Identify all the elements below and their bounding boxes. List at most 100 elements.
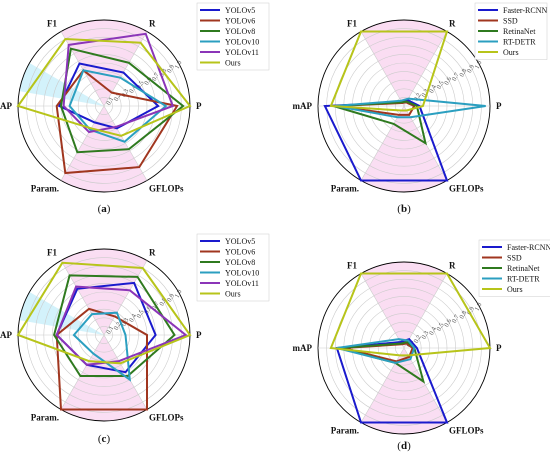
caption-close-paren: ) (407, 203, 411, 215)
tick-label: 0.4 (428, 83, 438, 94)
axis-label-param: Param. (31, 412, 59, 422)
tick-label: 0.4 (428, 325, 438, 336)
tick-label: 1.0 (474, 60, 484, 70)
grid-spoke (403, 273, 448, 349)
tick-label: 0.9 (466, 64, 476, 74)
radar-panel-c: 0.10.20.30.40.50.60.70.80.91.0RPGFLOPsPa… (0, 233, 270, 445)
axis-label-p: P (196, 101, 202, 111)
series-line-yolov11 (55, 285, 188, 366)
axis-label-param: Param. (331, 183, 359, 193)
legend-label-faster-rcnn: Faster-RCNN (507, 243, 550, 252)
grid-spoke (403, 31, 448, 107)
series-line-yolov10 (68, 69, 168, 143)
tick-label: 0.6 (143, 304, 153, 315)
tick-label: 0.5 (436, 322, 446, 332)
series-line-yolov8 (53, 274, 176, 377)
grid-spoke (103, 260, 148, 336)
caption-open-paren: ( (397, 203, 401, 215)
tick-label: 0.3 (120, 88, 130, 98)
legend-label-yolov10: YOLOv10 (225, 269, 259, 278)
legend-label-retinanet: RetinaNet (503, 27, 536, 36)
tick-label: 0.2 (113, 321, 123, 331)
legend-label-rt-detr: RT-DETR (507, 275, 540, 284)
axis-label-map: mAP (293, 343, 313, 353)
tick-label: 0.5 (136, 80, 146, 90)
caption-open-paren: ( (397, 440, 401, 452)
legend-label-yolov11: YOLOv11 (225, 48, 259, 57)
tick-label: 0.8 (158, 297, 168, 307)
tick-label: 0.7 (151, 71, 161, 82)
tick-label: 1.0 (474, 302, 484, 312)
series-line-yolov6 (55, 307, 148, 411)
legend-label-yolov8: YOLOv8 (225, 27, 255, 36)
caption-close-paren: ) (106, 433, 110, 445)
grid-spoke (103, 105, 148, 181)
axis-label-r: R (449, 19, 456, 29)
panel-caption-d: (d) (397, 440, 411, 452)
legend-label-ssd: SSD (503, 17, 518, 26)
grid-spoke (60, 260, 105, 336)
tick-label: 1.0 (174, 289, 184, 299)
grid-spoke (60, 105, 105, 181)
axis-label-gflops: GFLOPs (449, 183, 484, 193)
caption-letter: c (102, 433, 107, 445)
legend-label-yolov6: YOLOv6 (225, 248, 255, 257)
series-line-ours (329, 272, 492, 357)
axis-label-gflops: GFLOPs (149, 183, 184, 193)
radar-panel-a: 0.10.20.30.40.50.60.70.80.91.0RPGFLOPsPa… (0, 2, 270, 215)
series-line-yolov5 (57, 62, 160, 130)
tick-label: 0.5 (436, 80, 446, 90)
tick-label: 0.8 (458, 310, 468, 320)
series-line-rt-detr (335, 97, 486, 119)
caption-open-paren: ( (98, 433, 102, 445)
legend-label-yolov11: YOLOv11 (225, 279, 259, 288)
tick-label: 0.1 (105, 325, 115, 335)
tick-label: 0.2 (413, 334, 423, 344)
legend-label-ours: Ours (503, 48, 519, 57)
radar-panel-d: 0.10.20.30.40.50.60.70.80.91.0RPGFLOPsPa… (293, 239, 550, 452)
axis-label-r: R (149, 248, 156, 258)
tick-label: 0.5 (136, 309, 146, 319)
legend-label-ssd: SSD (507, 254, 522, 263)
legend-label-yolov5: YOLOv5 (225, 237, 255, 246)
panel-caption-c: (c) (98, 433, 111, 445)
axis-label-map: mAP (0, 101, 12, 111)
legend-label-rt-detr: RT-DETR (503, 38, 536, 47)
axis-label-r: R (449, 261, 456, 271)
series-line-ours (16, 37, 192, 137)
grid-spoke (403, 347, 448, 423)
axis-label-p: P (196, 330, 202, 340)
axis-label-map: mAP (293, 101, 313, 111)
axis-label-f1: F1 (347, 19, 357, 29)
grid-spoke (60, 334, 105, 410)
panel-caption-b: (b) (397, 203, 411, 215)
series-line-yolov11 (62, 32, 175, 134)
axis-label-f1: F1 (47, 19, 57, 29)
grid-spoke (60, 31, 105, 107)
legend-label-yolov8: YOLOv8 (225, 258, 255, 267)
tick-label: 0.1 (105, 96, 115, 106)
tick-label: 0.4 (128, 312, 138, 323)
tick-label: 0.6 (143, 75, 153, 86)
tick-label: 0.2 (113, 92, 123, 102)
legend-label-ours: Ours (225, 290, 241, 299)
caption-letter: a (101, 203, 107, 215)
axis-label-r: R (149, 19, 156, 29)
caption-letter: d (401, 440, 407, 452)
tick-label: 0.7 (451, 313, 461, 324)
series-line-yolov8 (59, 47, 185, 154)
caption-close-paren: ) (407, 440, 411, 452)
tick-label: 0.3 (420, 330, 430, 340)
tick-label: 0.8 (458, 68, 468, 78)
tick-label: 0.4 (128, 83, 138, 94)
caption-close-paren: ) (107, 203, 111, 215)
legend-label-yolov10: YOLOv10 (225, 38, 259, 47)
axis-label-param: Param. (331, 425, 359, 435)
axis-label-map: mAP (0, 330, 12, 340)
legend-label-yolov6: YOLOv6 (225, 17, 255, 26)
series-line-yolov10 (72, 311, 132, 382)
tick-label: 0.9 (166, 293, 176, 303)
